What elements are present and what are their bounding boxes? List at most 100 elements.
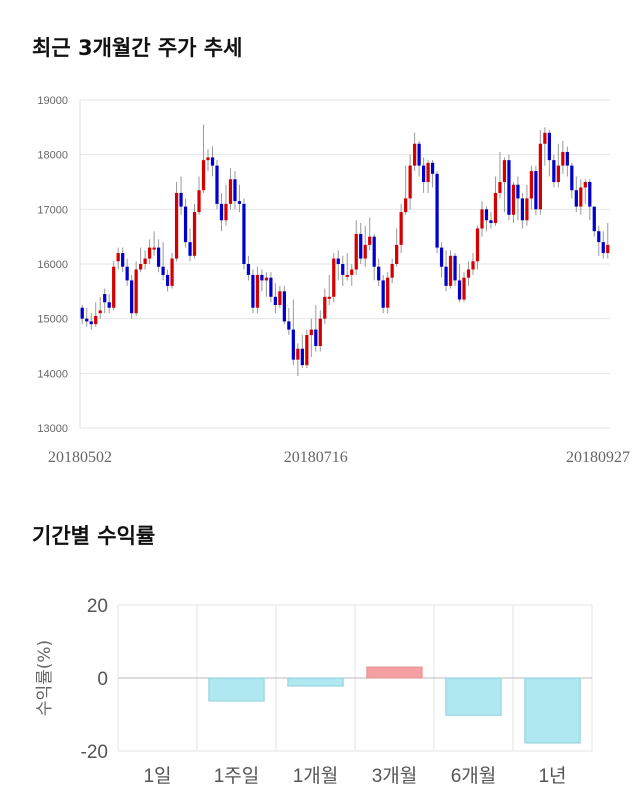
candle-down <box>85 318 89 322</box>
candle-down <box>534 171 538 210</box>
candle-up <box>606 244 610 254</box>
candle-up <box>502 160 507 182</box>
candle-up <box>296 348 300 360</box>
candle-down <box>547 132 551 161</box>
candle-down <box>282 291 286 322</box>
candle-down <box>273 296 277 305</box>
candle-down <box>552 160 556 182</box>
candle-down <box>574 190 578 207</box>
candle-down <box>516 184 520 199</box>
candle-down <box>188 242 192 256</box>
candle-up <box>399 212 403 245</box>
candle-down <box>489 220 493 223</box>
candle-up <box>318 318 322 346</box>
x-category-label: 1년 <box>538 765 566 787</box>
x-category-label: 1개월 <box>293 765 339 787</box>
candle-up <box>327 296 331 299</box>
candle-down <box>179 192 183 207</box>
candle-down <box>507 160 511 215</box>
candle-down <box>453 255 457 281</box>
candle-down <box>237 201 242 204</box>
x-category-label: 3개월 <box>372 765 418 787</box>
candle-up <box>206 157 210 161</box>
candle-up <box>345 274 349 277</box>
candle-up <box>98 310 102 314</box>
candle-up <box>493 192 498 223</box>
candle-up <box>386 277 390 308</box>
candle-up <box>471 261 475 270</box>
candle-down <box>125 266 129 281</box>
candle-up <box>255 274 260 308</box>
candle-up <box>448 255 453 286</box>
candle-up <box>323 296 327 319</box>
candle-down <box>246 264 251 275</box>
candle-down <box>435 173 439 248</box>
candle-down <box>457 280 462 300</box>
candle-up <box>395 244 399 264</box>
candle-up <box>197 190 201 213</box>
candle-up <box>332 258 336 297</box>
candle-up <box>201 160 206 191</box>
candle-up <box>143 258 147 264</box>
candle-down <box>377 266 381 281</box>
candle-up <box>174 192 179 259</box>
candle-up <box>529 171 534 199</box>
candle-down <box>588 182 592 207</box>
candle-up <box>192 212 197 256</box>
candle-down <box>242 203 246 264</box>
candle-down <box>89 321 93 325</box>
candle-down <box>107 302 111 308</box>
candle-down <box>570 165 574 191</box>
candle-down <box>103 294 107 303</box>
candle-down <box>80 307 84 319</box>
y-tick-label: 20 <box>87 596 108 617</box>
candle-up <box>511 184 516 215</box>
candle-up <box>94 315 98 325</box>
candle-up <box>466 269 471 278</box>
candle-up <box>354 233 358 270</box>
candle-down <box>156 247 161 267</box>
candle-down <box>314 329 318 346</box>
y-tick-label: 13000 <box>37 423 68 435</box>
y-tick-label: -20 <box>81 742 108 763</box>
candle-down <box>130 280 134 314</box>
x-tick-label: 20180716 <box>284 449 348 466</box>
candle-down <box>381 280 385 308</box>
candle-up <box>350 269 354 275</box>
candle-up <box>561 151 565 166</box>
y-axis-label: 수익률(%) <box>35 640 55 716</box>
candle-up <box>363 244 367 259</box>
candle-up <box>462 277 466 300</box>
candle-up <box>224 203 228 221</box>
candle-up <box>413 143 417 166</box>
candle-up <box>579 187 583 207</box>
candle-down <box>121 253 125 267</box>
return-bar <box>208 677 265 702</box>
candle-up <box>390 264 394 278</box>
candle-down <box>300 348 304 366</box>
candle-up <box>278 291 282 305</box>
candle-up <box>305 335 309 366</box>
candle-up <box>480 209 484 229</box>
candle-down <box>287 321 291 330</box>
candle-down <box>417 143 421 166</box>
y-tick-label: 19000 <box>37 95 68 107</box>
candle-down <box>260 274 264 281</box>
candle-up <box>309 329 313 336</box>
y-tick-label: 17000 <box>37 204 68 216</box>
return-bar <box>445 677 502 716</box>
return-bar <box>366 666 423 679</box>
candle-down <box>597 231 601 243</box>
candle-up <box>543 132 547 144</box>
period-returns-title: 기간별 수익률 <box>32 524 156 548</box>
candle-up <box>525 198 529 221</box>
price-trend-title: 최근 3개월간 주가 추세 <box>32 36 243 60</box>
candle-down <box>565 151 569 166</box>
candle-down <box>484 209 489 221</box>
candle-down <box>372 236 376 267</box>
candlestick-chart: 13000 14000 15000 16000 17000 18000 19000 20180… <box>37 95 630 466</box>
candle-up <box>426 162 430 182</box>
candle-up <box>408 165 412 199</box>
candle-down <box>430 162 435 174</box>
